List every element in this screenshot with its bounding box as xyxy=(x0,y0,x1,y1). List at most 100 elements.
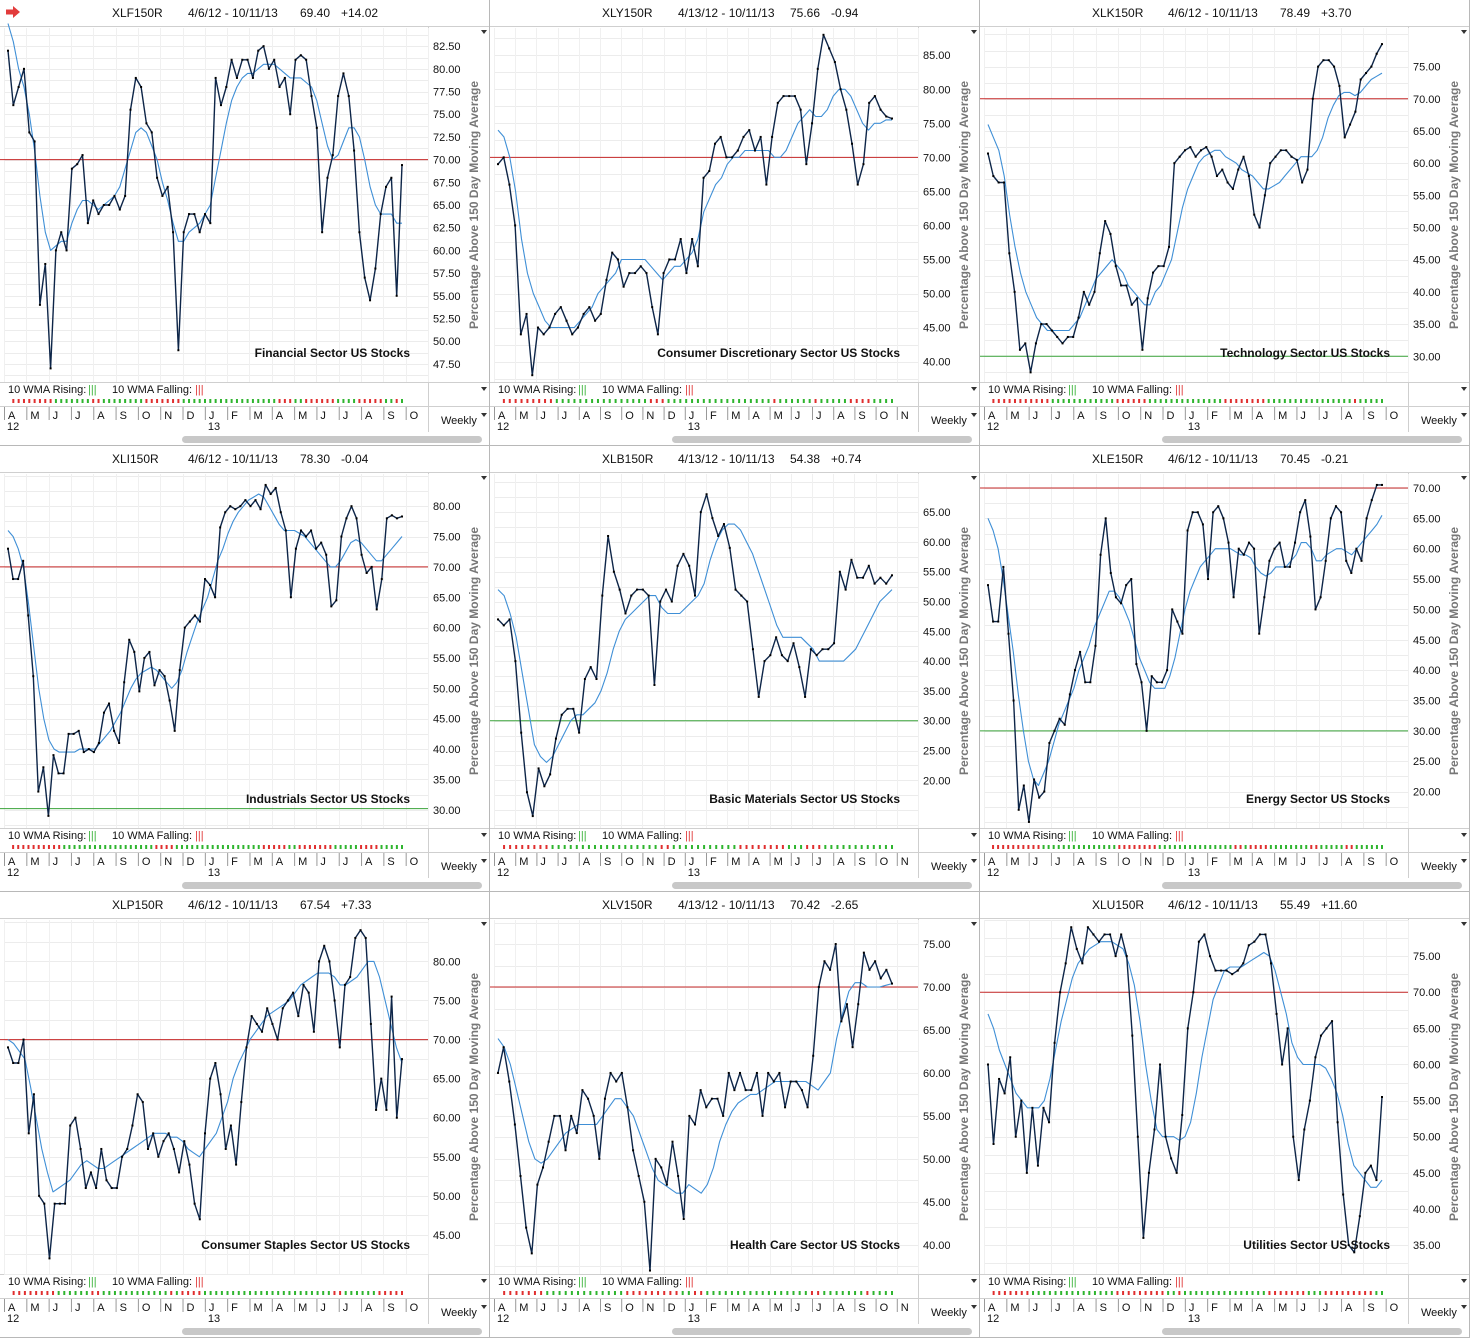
wma-rising-dot xyxy=(755,1291,758,1295)
data-point xyxy=(992,620,995,623)
wma-falling-dot xyxy=(18,1291,21,1295)
dropdown-arrow-icon[interactable] xyxy=(971,413,977,417)
horizontal-scrollbar[interactable] xyxy=(672,1328,972,1335)
data-point xyxy=(1264,933,1267,936)
horizontal-scrollbar[interactable] xyxy=(182,1328,482,1335)
wma-rising-dot xyxy=(108,399,111,403)
dropdown-arrow-icon[interactable] xyxy=(1461,859,1467,863)
horizontal-scrollbar[interactable] xyxy=(672,436,972,443)
data-point xyxy=(595,678,598,681)
dropdown-arrow-icon[interactable] xyxy=(481,859,487,863)
data-point xyxy=(1008,252,1011,255)
data-point xyxy=(727,1071,730,1074)
wma-rising-dot xyxy=(1262,1291,1265,1295)
wma-rising-dot xyxy=(344,1291,347,1295)
dropdown-arrow-icon[interactable] xyxy=(481,1279,487,1283)
dropdown-arrow-icon[interactable] xyxy=(971,387,977,391)
dropdown-arrow-icon[interactable] xyxy=(971,833,977,837)
dropdown-arrow-icon[interactable] xyxy=(1461,1305,1467,1309)
period-label[interactable]: Weekly xyxy=(441,861,477,873)
wma-falling-label: 10 WMA Falling: xyxy=(602,384,683,396)
horizontal-scrollbar[interactable] xyxy=(182,436,482,443)
wma-rising-label: 10 WMA Rising: xyxy=(8,1276,87,1288)
wma-rising-dot xyxy=(1340,845,1343,849)
period-label[interactable]: Weekly xyxy=(441,415,477,427)
data-point xyxy=(1048,1121,1051,1124)
right-arrow-alert-icon[interactable] xyxy=(6,6,20,18)
data-point xyxy=(342,72,345,75)
wma-rising-dot xyxy=(134,399,137,403)
date-range: 4/6/12 - 10/11/13 xyxy=(188,6,278,20)
period-label[interactable]: Weekly xyxy=(1421,415,1457,427)
symbol-label: XLV150R xyxy=(602,898,653,912)
wma-rising-dot xyxy=(679,399,682,403)
dropdown-arrow-icon[interactable] xyxy=(971,1305,977,1309)
y-tick-label: 45.00 xyxy=(923,1197,951,1209)
dropdown-arrow-icon[interactable] xyxy=(481,30,487,34)
wma-falling-dot xyxy=(32,845,35,849)
horizontal-scrollbar[interactable] xyxy=(182,882,482,889)
dropdown-arrow-icon[interactable] xyxy=(1461,30,1467,34)
period-label[interactable]: Weekly xyxy=(1421,1307,1457,1319)
wma-falling-dot xyxy=(1153,845,1156,849)
data-point xyxy=(273,58,276,61)
data-point xyxy=(543,785,546,788)
wma-rising-dot xyxy=(209,1291,212,1295)
dropdown-arrow-icon[interactable] xyxy=(481,387,487,391)
wma-rising-dot xyxy=(872,1291,875,1295)
dropdown-arrow-icon[interactable] xyxy=(1461,387,1467,391)
period-label[interactable]: Weekly xyxy=(931,1307,967,1319)
dropdown-arrow-icon[interactable] xyxy=(1461,413,1467,417)
dropdown-arrow-icon[interactable] xyxy=(1461,1279,1467,1283)
dropdown-arrow-icon[interactable] xyxy=(1461,922,1467,926)
y-tick-label: 65.00 xyxy=(433,1074,461,1086)
data-point xyxy=(554,737,557,740)
dropdown-arrow-icon[interactable] xyxy=(1461,476,1467,480)
dropdown-arrow-icon[interactable] xyxy=(971,30,977,34)
y-tick-label: 40.00 xyxy=(1413,1204,1441,1216)
wma-falling-label: 10 WMA Falling: xyxy=(112,1276,193,1288)
wma-rising-dot xyxy=(108,1291,111,1295)
data-point xyxy=(1258,632,1261,635)
data-point xyxy=(1365,517,1368,520)
horizontal-scrollbar[interactable] xyxy=(1162,882,1462,889)
dropdown-arrow-icon[interactable] xyxy=(971,476,977,480)
wma-falling-dot xyxy=(177,399,180,403)
period-label[interactable]: Weekly xyxy=(1421,861,1457,873)
dropdown-arrow-icon[interactable] xyxy=(971,859,977,863)
data-point xyxy=(845,1003,848,1006)
dropdown-arrow-icon[interactable] xyxy=(481,1305,487,1309)
dropdown-arrow-icon[interactable] xyxy=(971,922,977,926)
data-point xyxy=(612,570,615,573)
horizontal-scrollbar[interactable] xyxy=(672,882,972,889)
data-point xyxy=(1292,1135,1295,1138)
data-point xyxy=(1025,1171,1028,1174)
y-tick-label: 55.00 xyxy=(923,254,951,266)
y-axis-label: Percentage Above 150 Day Moving Average xyxy=(467,81,481,329)
dropdown-arrow-icon[interactable] xyxy=(971,1279,977,1283)
data-point xyxy=(37,790,40,793)
horizontal-scrollbar[interactable] xyxy=(1162,436,1462,443)
period-label[interactable]: Weekly xyxy=(931,861,967,873)
horizontal-scrollbar[interactable] xyxy=(1162,1328,1462,1335)
period-label[interactable]: Weekly xyxy=(441,1307,477,1319)
month-label: J xyxy=(1300,856,1306,868)
wma-falling-dot xyxy=(53,845,56,849)
data-point xyxy=(588,306,591,309)
data-point xyxy=(679,238,682,241)
data-point xyxy=(1018,348,1021,351)
dropdown-arrow-icon[interactable] xyxy=(481,476,487,480)
data-point xyxy=(374,267,377,270)
dropdown-arrow-icon[interactable] xyxy=(1461,833,1467,837)
dropdown-arrow-icon[interactable] xyxy=(481,922,487,926)
month-label: A xyxy=(583,856,591,868)
data-point xyxy=(53,1202,56,1205)
wma-falling-dot xyxy=(1020,1291,1023,1295)
wma-rising-mark: ||| xyxy=(1068,1276,1077,1288)
data-point xyxy=(337,95,340,98)
period-label[interactable]: Weekly xyxy=(931,415,967,427)
dropdown-arrow-icon[interactable] xyxy=(481,833,487,837)
data-point xyxy=(725,156,728,159)
dropdown-arrow-icon[interactable] xyxy=(481,413,487,417)
data-point xyxy=(1221,168,1224,171)
